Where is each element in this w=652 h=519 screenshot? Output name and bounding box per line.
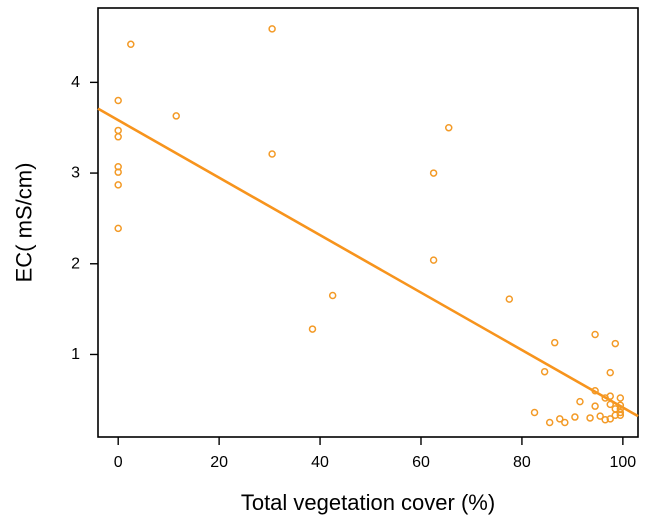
y-axis: 1 2 3 4 bbox=[71, 74, 98, 363]
fit-line-layer bbox=[97, 107, 639, 418]
data-point bbox=[601, 416, 609, 424]
data-point bbox=[172, 112, 180, 120]
data-point bbox=[606, 415, 614, 423]
data-point bbox=[429, 169, 438, 177]
data-point bbox=[606, 368, 614, 377]
y-tick-label: 3 bbox=[71, 165, 80, 182]
x-axis: 0 20 40 60 80 100 bbox=[114, 437, 637, 471]
data-point bbox=[571, 413, 579, 421]
data-point bbox=[328, 291, 337, 300]
data-point bbox=[114, 133, 122, 141]
data-point bbox=[591, 402, 599, 410]
data-point bbox=[596, 412, 604, 420]
data-point bbox=[616, 408, 625, 417]
x-tick-label: 20 bbox=[210, 454, 228, 471]
data-point bbox=[268, 25, 276, 33]
data-point bbox=[616, 411, 625, 419]
x-axis-title: Total vegetation cover (%) bbox=[241, 490, 495, 515]
regression-line bbox=[97, 107, 639, 418]
data-point bbox=[611, 339, 620, 348]
data-point bbox=[127, 40, 135, 49]
data-point bbox=[606, 392, 614, 400]
data-point bbox=[114, 96, 122, 105]
y-tick-label: 4 bbox=[71, 74, 80, 91]
y-tick-label: 2 bbox=[71, 255, 80, 272]
y-tick-label: 1 bbox=[71, 346, 80, 363]
data-point bbox=[591, 386, 599, 395]
x-tick-label: 80 bbox=[513, 454, 531, 471]
x-tick-label: 60 bbox=[412, 454, 430, 471]
plot-area bbox=[97, 7, 639, 438]
data-point bbox=[586, 414, 594, 422]
data-point bbox=[530, 408, 539, 417]
data-point bbox=[114, 181, 122, 189]
plot-frame bbox=[97, 7, 639, 438]
data-point bbox=[561, 418, 569, 427]
data-point bbox=[545, 418, 554, 427]
data-point bbox=[540, 367, 549, 376]
x-tick-label: 40 bbox=[311, 454, 329, 471]
data-point bbox=[114, 168, 122, 176]
data-point bbox=[591, 330, 599, 339]
data-point bbox=[114, 224, 122, 233]
data-point bbox=[606, 400, 614, 409]
data-point bbox=[308, 325, 317, 333]
data-point bbox=[429, 256, 438, 264]
data-point bbox=[556, 415, 564, 423]
data-point bbox=[616, 401, 625, 410]
data-points-layer bbox=[114, 25, 625, 427]
data-point bbox=[444, 123, 453, 132]
x-tick-label: 100 bbox=[610, 454, 637, 471]
data-point bbox=[616, 394, 625, 402]
data-point bbox=[505, 295, 514, 303]
x-tick-label: 0 bbox=[114, 454, 123, 471]
data-point bbox=[114, 126, 122, 135]
data-point bbox=[576, 397, 584, 406]
data-point bbox=[268, 150, 276, 158]
y-axis-title: EC( mS/cm) bbox=[12, 163, 37, 283]
data-point bbox=[550, 338, 559, 347]
